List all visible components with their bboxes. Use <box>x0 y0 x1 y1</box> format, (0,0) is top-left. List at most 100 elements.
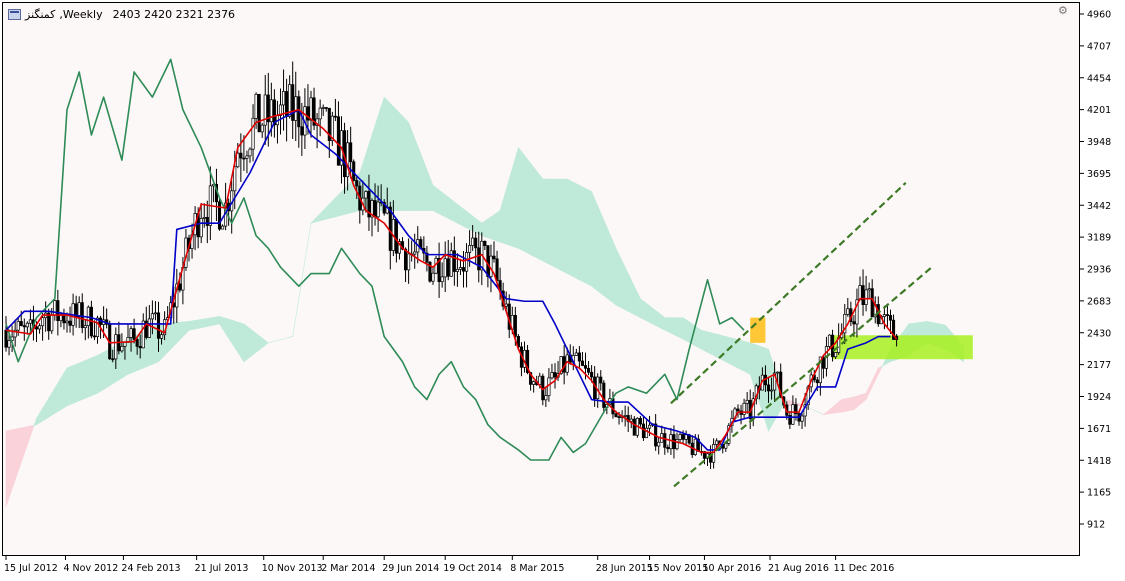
kumo-cloud-segment <box>505 178 510 246</box>
kumo-cloud-segment <box>393 105 397 211</box>
candle-bull <box>684 434 688 440</box>
candle-bull <box>202 216 206 219</box>
y-tick-label: 4454 <box>1087 73 1111 84</box>
kumo-cloud-segment <box>664 317 669 333</box>
kumo-cloud-segment <box>661 314 666 331</box>
candle-bull <box>547 377 551 396</box>
candle-bull <box>370 200 374 218</box>
candle-bear <box>474 237 478 249</box>
candle-bull <box>282 91 286 106</box>
candle-bull <box>294 96 298 121</box>
kumo-cloud-segment <box>515 147 519 249</box>
kumo-cloud-segment <box>582 186 586 284</box>
kumo-cloud-segment <box>600 212 605 297</box>
kumo-cloud-segment <box>283 337 287 340</box>
kumo-cloud-segment <box>54 382 59 414</box>
y-tick-label: 4201 <box>1087 105 1111 116</box>
kumo-cloud-segment <box>533 166 538 259</box>
candle-bear <box>138 346 142 349</box>
kumo-cloud-segment <box>66 366 71 407</box>
kumo-cloud-segment <box>240 322 245 363</box>
kumo-cloud-segment <box>576 183 580 281</box>
kumo-cloud-segment <box>868 380 873 394</box>
kumo-cloud-segment <box>20 426 25 463</box>
kumo-cloud-segment <box>310 219 315 224</box>
candle-bull <box>532 381 536 385</box>
candle-bear <box>291 84 295 121</box>
kumo-cloud-segment <box>176 321 181 344</box>
x-tick-label: 8 Mar 2015 <box>510 563 564 574</box>
candle-bear <box>891 319 896 340</box>
kumo-cloud-segment <box>72 363 77 404</box>
kumo-cloud-segment <box>673 317 678 337</box>
candle-bull <box>318 107 322 120</box>
kumo-cloud-segment <box>652 307 656 326</box>
candle-bear <box>132 328 136 340</box>
kumo-cloud-segment <box>502 189 507 245</box>
kumo-cloud-segment <box>429 177 434 211</box>
candle-bull <box>309 97 313 121</box>
candle-bull <box>846 308 850 315</box>
candle-bull <box>693 438 697 456</box>
candle-bull <box>413 251 417 255</box>
kumo-cloud-segment <box>877 365 882 375</box>
candle-bull <box>629 418 633 422</box>
kumo-cloud-segment <box>585 188 589 286</box>
candle-bull <box>37 325 42 330</box>
candle-bear <box>580 360 585 366</box>
kumo-cloud-segment <box>826 408 830 415</box>
kumo-cloud-segment <box>332 197 336 219</box>
kumo-cloud-segment <box>640 298 644 320</box>
kumo-cloud-segment <box>78 361 83 402</box>
candle-bull <box>559 356 563 374</box>
kumo-cloud-segment <box>243 323 248 363</box>
kumo-cloud-segment <box>179 321 184 341</box>
kumo-cloud-segment <box>637 292 641 319</box>
candle-bear <box>242 157 246 160</box>
kumo-cloud-segment <box>844 397 849 412</box>
candle-bear <box>306 106 310 121</box>
candle-bear <box>382 201 386 214</box>
x-tick-label: 24 Feb 2013 <box>121 563 180 574</box>
x-tick-label: 15 Jul 2012 <box>4 563 58 574</box>
kumo-cloud-segment <box>847 397 852 412</box>
kumo-cloud-segment <box>820 412 824 415</box>
candle-bull <box>867 288 871 291</box>
kumo-cloud-segment <box>621 260 626 311</box>
candle-bear <box>355 180 359 187</box>
chikou-span-line <box>5 58 745 461</box>
y-tick-label: 2430 <box>1087 328 1111 339</box>
candle-bull <box>150 313 154 320</box>
kumo-cloud-segment <box>17 427 22 472</box>
kumo-cloud-segment <box>551 178 556 268</box>
kumo-cloud-segment <box>499 199 504 244</box>
candle-bear <box>553 372 557 378</box>
kumo-cloud-segment <box>484 218 489 239</box>
kumo-cloud-segment <box>94 354 98 395</box>
kumo-cloud-segment <box>399 112 403 211</box>
candle-bull <box>727 425 731 444</box>
candle-bear <box>373 200 377 218</box>
candle-bull <box>41 317 45 327</box>
kumo-cloud-segment <box>11 428 16 490</box>
x-tick-label: 2 Mar 2014 <box>321 563 375 574</box>
candle-bull <box>742 402 746 415</box>
kumo-cloud-segment <box>264 339 269 346</box>
candle-bull <box>269 99 273 123</box>
options-gear-icon[interactable]: ⚙ <box>1058 4 1068 17</box>
kumo-cloud-segment <box>51 387 56 416</box>
candle-bull <box>236 152 240 168</box>
candle-bear <box>333 115 337 118</box>
kumo-cloud-segment <box>811 408 815 411</box>
candle-bull <box>245 155 249 159</box>
candle-bull <box>538 375 542 385</box>
candle-bear <box>239 152 243 159</box>
kumo-cloud-segment <box>60 371 65 411</box>
candle-bull <box>407 253 411 271</box>
kumo-cloud-segment <box>441 191 446 218</box>
kumo-cloud-segment <box>185 321 190 335</box>
kumo-cloud-segment <box>606 226 611 301</box>
kumo-cloud-segment <box>698 327 702 350</box>
kumo-cloud-segment <box>496 209 501 243</box>
